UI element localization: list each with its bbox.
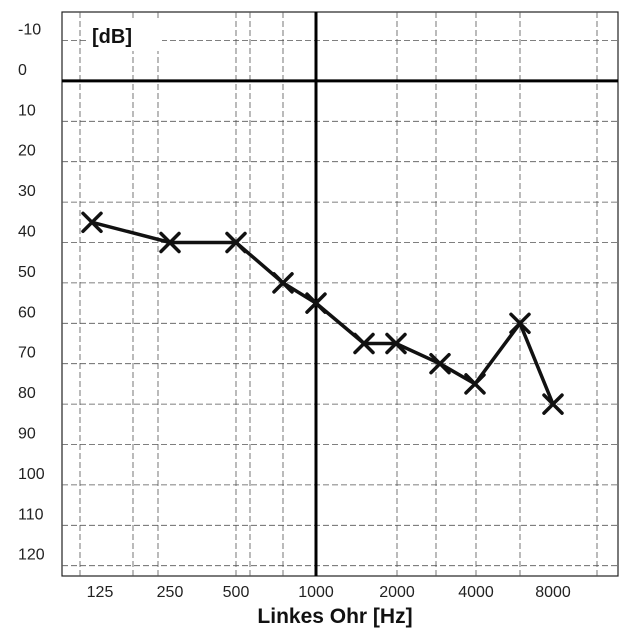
x-axis-title: Linkes Ohr [Hz] [257, 605, 412, 628]
data-point-marker [429, 352, 451, 375]
x-tick-label: 4000 [458, 584, 494, 601]
data-point-marker [509, 312, 531, 335]
data-point-marker [353, 332, 375, 355]
y-tick-label: 10 [18, 102, 36, 119]
x-tick-label: 8000 [535, 584, 571, 601]
y-tick-label: 110 [18, 506, 44, 523]
data-point-marker [305, 292, 327, 314]
y-tick-labels: -10 0 10 20 30 40 50 60 70 80 90 100 110 120 [18, 22, 45, 564]
grid-lines [62, 12, 618, 576]
unit-label: [dB] [92, 26, 132, 48]
data-point-marker [81, 211, 103, 234]
y-tick-label: 90 [18, 426, 36, 443]
y-tick-label: 30 [18, 183, 36, 200]
x-tick-label: 500 [223, 584, 250, 601]
series-left-ear [81, 211, 564, 415]
y-tick-label: 70 [18, 345, 36, 362]
y-tick-label: 60 [18, 304, 36, 321]
y-tick-label: 20 [18, 143, 36, 160]
data-point-marker [159, 231, 181, 254]
y-tick-label: 0 [18, 62, 27, 79]
x-tick-labels: 125 250 500 1000 2000 4000 8000 [87, 584, 571, 601]
y-tick-label: 80 [18, 385, 36, 402]
x-tick-label: 2000 [379, 584, 415, 601]
y-tick-label: -10 [18, 22, 41, 39]
y-tick-label: 40 [18, 224, 36, 241]
data-point-marker [542, 393, 564, 415]
y-tick-label: 100 [18, 466, 45, 483]
data-point-marker [225, 231, 247, 254]
x-tick-label: 125 [87, 584, 114, 601]
y-tick-label: 50 [18, 264, 36, 281]
data-point-marker [385, 332, 407, 355]
data-point-marker [464, 373, 486, 395]
x-tick-label: 250 [157, 584, 184, 601]
x-tick-label: 1000 [298, 584, 334, 601]
y-tick-label: 120 [18, 547, 45, 564]
unit-label-box [88, 19, 162, 51]
data-point-marker [272, 272, 294, 294]
plot-area [61, 11, 619, 577]
